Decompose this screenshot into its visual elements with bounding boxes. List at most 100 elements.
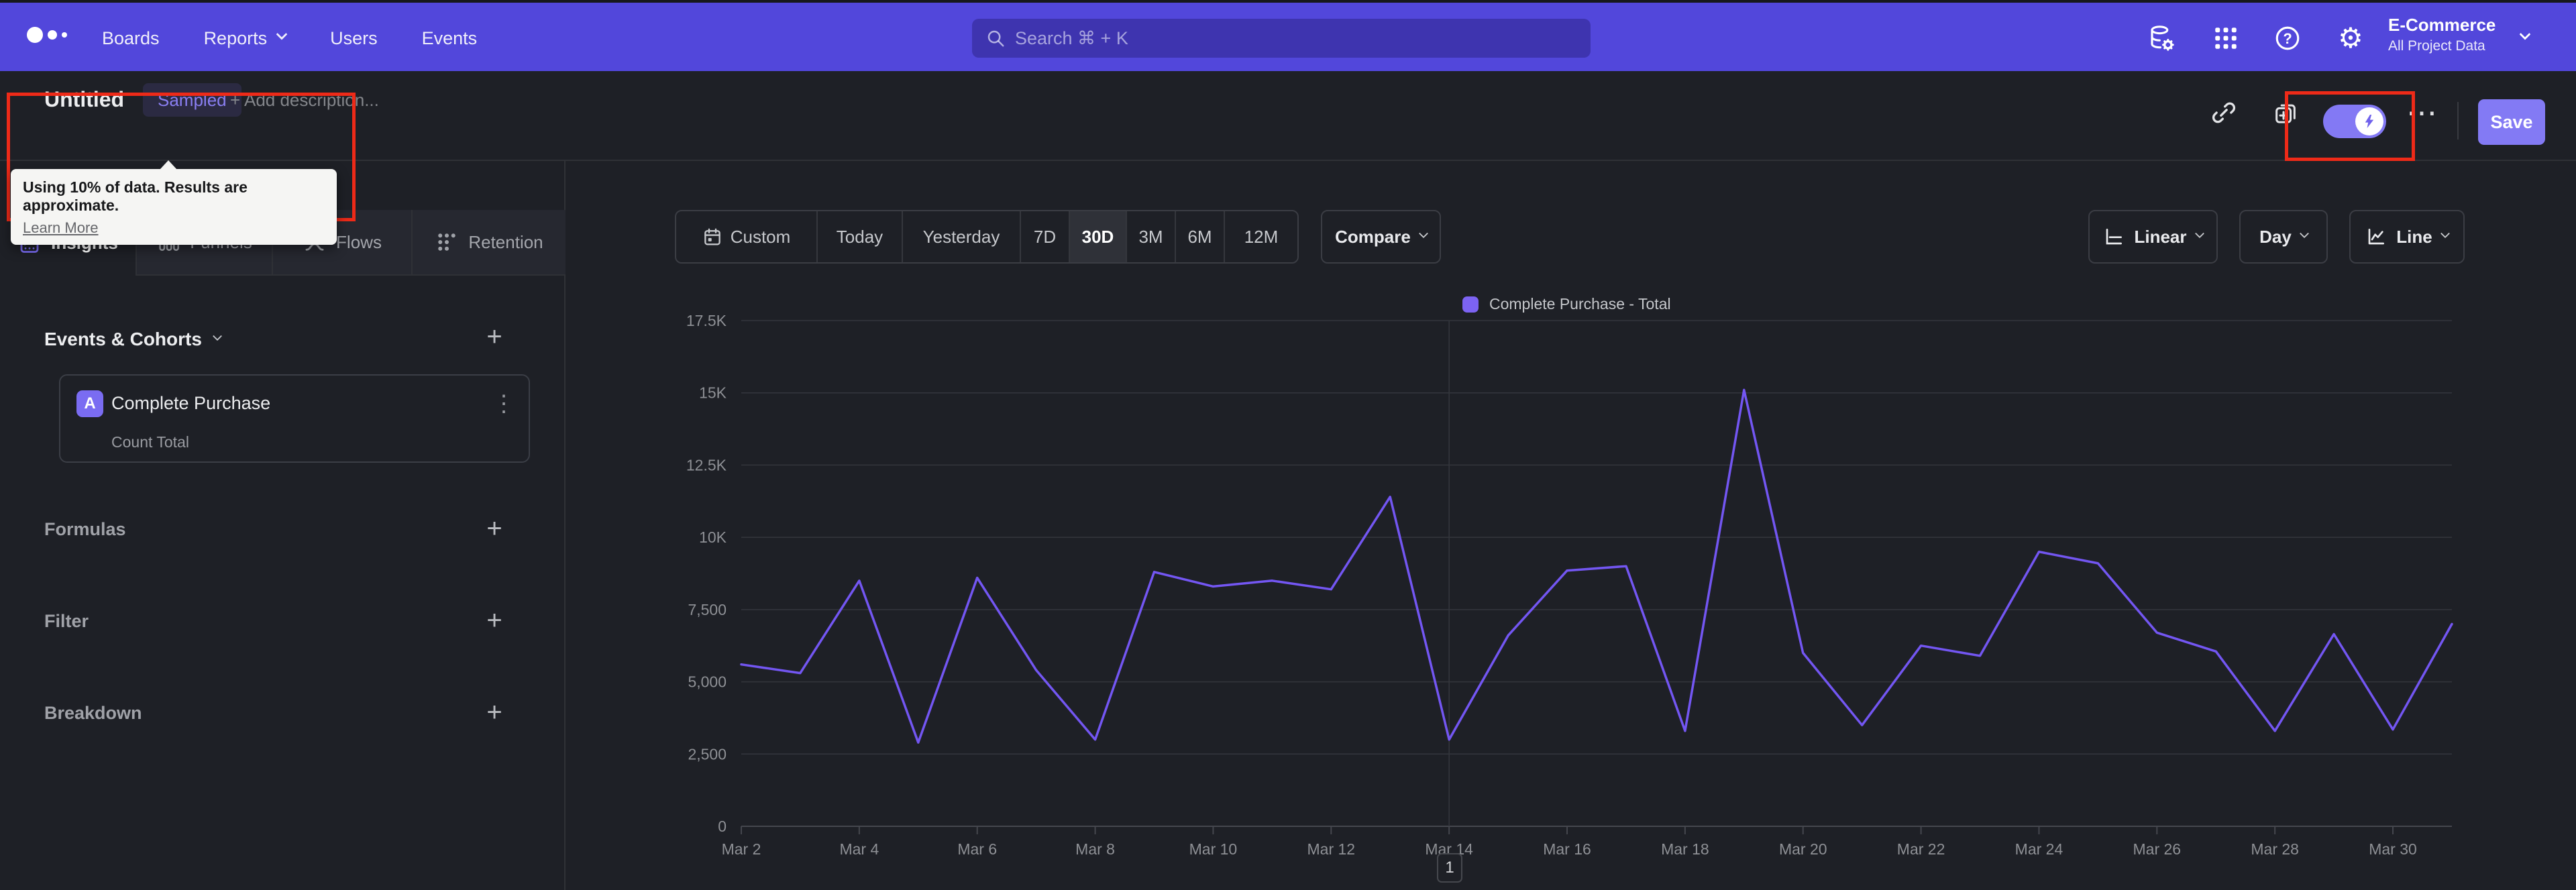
query-builder-sidebar: Insights Funnels Flows Retention Events … [0,161,566,890]
nav-menu: Boards Reports Users Events [102,3,477,74]
calendar-icon [704,228,720,245]
sampling-tooltip: Using 10% of data. Results are approxima… [11,160,337,245]
top-navigation: Boards Reports Users Events Search ⌘ + K… [0,0,2576,71]
breakdown-section: Breakdown + [0,698,566,738]
interval-label: Day [2259,226,2292,247]
compare-dropdown[interactable]: Compare [1321,210,1441,264]
svg-text:Mar 2: Mar 2 [722,840,761,858]
formulas-label: Formulas [44,519,126,539]
chevron-down-icon [2299,228,2309,238]
logo-dot [62,32,67,38]
svg-text:2,500: 2,500 [688,745,727,763]
chevron-down-icon [276,28,288,40]
settings-gear-icon[interactable]: ⚙ [2338,22,2363,54]
report-title[interactable]: Untitled [44,87,125,111]
svg-text:Mar 28: Mar 28 [2251,840,2299,858]
search-placeholder: Search ⌘ + K [1015,27,1128,48]
range-3m[interactable]: 3M [1126,211,1175,262]
data-management-icon[interactable] [2147,23,2176,53]
svg-text:Mar 16: Mar 16 [1543,840,1591,858]
chart-type-label: Line [2396,226,2432,247]
svg-text:15K: 15K [699,384,727,402]
add-to-board-icon[interactable] [2271,98,2300,127]
project-scope: All Project Data [2388,38,2485,54]
search-icon [987,30,1004,47]
event-card[interactable]: A Complete Purchase ⋮ Count Total [59,374,530,463]
breakdown-label: Breakdown [44,703,142,723]
svg-text:Mar 10: Mar 10 [1189,840,1238,858]
chart-legend[interactable]: Complete Purchase - Total [1462,295,1671,313]
chevron-down-icon [2194,228,2204,238]
add-filter-button[interactable]: + [480,606,509,635]
svg-text:Mar 30: Mar 30 [2369,840,2417,858]
chevron-down-icon [1418,228,1428,238]
sampled-badge[interactable]: Sampled [143,83,241,117]
range-30d[interactable]: 30D [1069,211,1126,262]
tab-retention[interactable]: Retention [411,210,566,276]
nav-item-reports[interactable]: Reports [204,28,288,49]
save-button[interactable]: Save [2478,99,2545,145]
event-aggregation[interactable]: Count Total [111,433,189,451]
formulas-section: Formulas + [0,514,566,554]
svg-text:17.5K: 17.5K [686,312,727,329]
svg-text:Mar 20: Mar 20 [1779,840,1827,858]
compare-label: Compare [1335,226,1411,247]
tooltip-message: Using 10% of data. Results are approxima… [23,178,248,214]
pagination-page-button[interactable]: 1 [1437,853,1462,883]
chart-type-dropdown[interactable]: Line [2349,210,2465,264]
add-description[interactable]: + Add description... [230,90,379,110]
scale-dropdown[interactable]: Linear [2088,210,2218,264]
divider [2457,102,2459,140]
svg-text:Mar 12: Mar 12 [1307,840,1356,858]
line-chart[interactable]: 0 2,500 5,000 7,500 10K 12.5K 15K 17.5K Mar 2 Mar… [567,294,2576,890]
svg-text:Mar 8: Mar 8 [1075,840,1115,858]
filter-label: Filter [44,611,89,631]
sampling-toggle[interactable] [2323,105,2386,138]
learn-more-link[interactable]: Learn More [23,219,99,236]
add-breakdown-button[interactable]: + [480,698,509,727]
chevron-down-icon [2440,228,2450,238]
linear-axis-icon [2106,229,2123,245]
range-label: Custom [730,226,791,247]
toggle-knob [2355,107,2383,135]
range-6m[interactable]: 6M [1175,211,1224,262]
nav-item-users[interactable]: Users [330,27,378,48]
project-selector[interactable]: E-Commerce All Project Data [2388,15,2496,54]
events-cohorts-header[interactable]: Events & Cohorts [44,329,223,350]
range-12m[interactable]: 12M [1224,211,1297,262]
add-event-button[interactable]: + [480,322,509,351]
chart-area: 0 2,500 5,000 7,500 10K 12.5K 15K 17.5K Mar 2 Mar… [567,294,2576,890]
svg-text:Mar 6: Mar 6 [957,840,997,858]
range-today[interactable]: Today [816,211,902,262]
svg-text:?: ? [2283,30,2292,47]
kebab-menu-icon[interactable]: ⋮ [492,391,515,416]
add-formula-button[interactable]: + [480,514,509,543]
apps-grid-icon[interactable] [2211,23,2241,53]
search-input[interactable]: Search ⌘ + K [972,19,1591,58]
series-letter-badge: A [76,390,103,417]
range-yesterday[interactable]: Yesterday [902,211,1020,262]
retention-icon [438,233,456,251]
tooltip-caret [160,160,177,170]
svg-text:Mar 18: Mar 18 [1661,840,1709,858]
logo-dot [27,27,43,43]
range-7d[interactable]: 7D [1020,211,1069,262]
range-custom[interactable]: Custom [676,211,816,262]
events-cohorts-label: Events & Cohorts [44,329,202,349]
chevron-down-icon[interactable] [2519,28,2531,40]
svg-text:0: 0 [718,818,727,835]
copy-link-icon[interactable] [2209,98,2239,127]
help-icon[interactable]: ? [2273,23,2302,53]
svg-text:10K: 10K [699,529,727,546]
more-options-icon[interactable]: ⋯ [2406,95,2437,130]
chart-panel: Custom Today Yesterday 7D 30D 3M 6M 12M … [567,161,2576,890]
nav-item-events[interactable]: Events [421,27,478,48]
project-name: E-Commerce [2388,15,2496,35]
nav-item-boards[interactable]: Boards [102,27,160,48]
interval-dropdown[interactable]: Day [2239,210,2328,264]
scale-label: Linear [2134,226,2187,247]
event-name: Complete Purchase [111,393,271,413]
svg-text:Mar 14: Mar 14 [1425,840,1473,858]
mixpanel-logo[interactable] [27,27,67,43]
